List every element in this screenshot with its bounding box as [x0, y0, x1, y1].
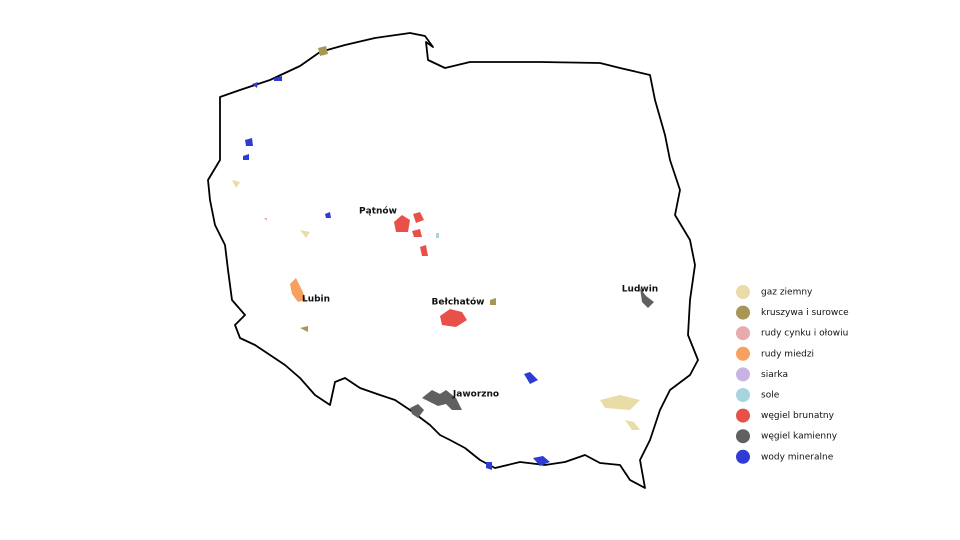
legend-label: kruszywa i surowce	[761, 308, 849, 318]
place-label: Ludwin	[622, 285, 658, 295]
deposit	[625, 420, 640, 430]
deposit	[413, 212, 424, 223]
deposit	[264, 218, 267, 221]
deposit	[436, 233, 439, 238]
deposit	[533, 456, 550, 466]
place-label: Pątnów	[359, 206, 397, 217]
deposit	[422, 390, 462, 410]
deposit	[490, 298, 496, 305]
deposit	[232, 180, 240, 188]
legend-label: węgiel kamienny	[761, 432, 838, 442]
deposit	[325, 212, 331, 218]
deposit	[420, 245, 428, 256]
place-label: Jaworzno	[452, 390, 499, 400]
deposit	[640, 288, 654, 308]
deposit	[300, 230, 310, 238]
deposit	[440, 309, 467, 327]
deposit	[600, 395, 640, 410]
legend-swatch	[736, 305, 750, 320]
deposit	[486, 462, 492, 470]
legend-label: węgiel brunatny	[761, 411, 835, 421]
deposit	[524, 372, 538, 384]
legend-swatch	[736, 429, 750, 444]
legend-swatch	[736, 326, 750, 341]
legend: gaz ziemny kruszywa i surowce rudy cynku i…	[736, 285, 849, 464]
legend-label: wody mineralne	[761, 452, 834, 462]
deposit	[300, 326, 308, 332]
deposit	[318, 46, 328, 56]
legend-swatch	[736, 449, 750, 464]
legend-swatch	[736, 408, 750, 423]
deposit	[394, 215, 410, 232]
legend-label: sole	[761, 391, 780, 401]
deposit	[243, 154, 249, 160]
legend-swatch	[736, 367, 750, 382]
legend-swatch	[736, 346, 750, 361]
legend-swatch	[736, 285, 750, 299]
place-label: Lubin	[302, 295, 330, 305]
legend-label: rudy miedzi	[761, 349, 814, 359]
legend-label: gaz ziemny	[761, 288, 813, 298]
deposit	[274, 76, 282, 81]
deposit	[290, 278, 306, 302]
legend-swatch	[736, 388, 750, 402]
country-outline	[207, 32, 699, 489]
deposit	[252, 82, 258, 88]
place-label: Bełchatów	[432, 297, 485, 308]
deposit	[245, 138, 253, 146]
legend-label: siarka	[761, 370, 788, 380]
legend-label: rudy cynku i ołowiu	[761, 329, 848, 339]
deposit	[412, 229, 422, 237]
deposit	[410, 404, 424, 418]
